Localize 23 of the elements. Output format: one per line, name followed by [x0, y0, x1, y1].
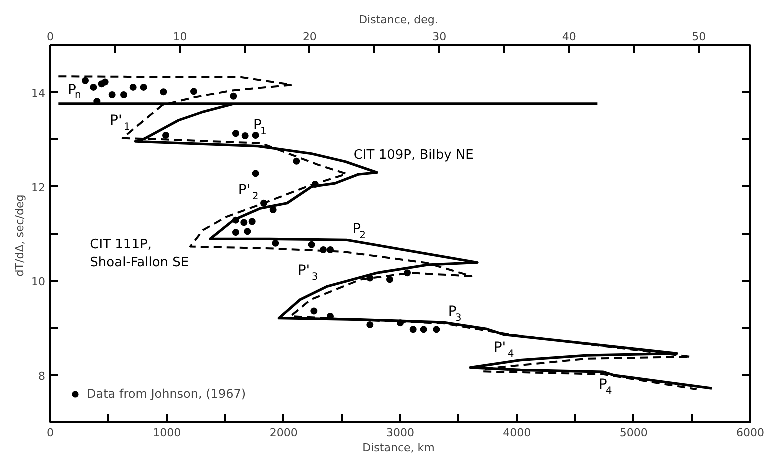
- x2-tick-label: 0: [47, 30, 54, 44]
- x-tick-label: 3000: [386, 426, 415, 440]
- x-axis-title: Distance, km: [362, 442, 435, 454]
- x-tick-label: 6000: [736, 426, 765, 440]
- x2-axis-title: Distance, deg.: [359, 14, 438, 26]
- x-tick-label: 5000: [620, 426, 648, 440]
- x2-tick-label: 50: [692, 30, 706, 44]
- annotation: CIT 109P, Bilby NE: [354, 148, 474, 163]
- x-tick-label: 4000: [503, 426, 532, 440]
- y-tick-label: 12: [32, 181, 46, 194]
- y-tick-label: 8: [38, 370, 46, 383]
- x2-tick-label: 20: [302, 30, 317, 44]
- x2-tick-label: 40: [562, 30, 576, 44]
- y-axis-title: dT/dΔ, sec/deg: [14, 194, 27, 277]
- x2-tick-label: 10: [173, 30, 188, 44]
- x-tick-label: 2000: [270, 426, 298, 440]
- y-tick-label: 14: [32, 87, 46, 100]
- legend-label: Data from Johnson, (1967): [87, 387, 246, 401]
- y-tick-label: 10: [32, 276, 46, 289]
- x-tick-label: 0: [47, 426, 54, 440]
- annotation: CIT 111P, Shoal-Fallon SE: [90, 237, 190, 270]
- x2-tick-label: 30: [432, 30, 447, 44]
- x-tick-label: 1000: [153, 426, 182, 440]
